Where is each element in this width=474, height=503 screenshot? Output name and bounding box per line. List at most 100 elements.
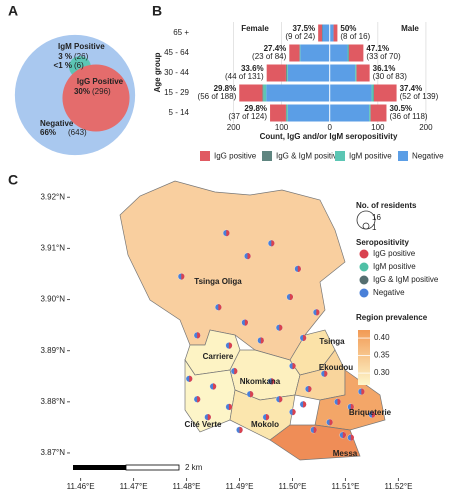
- count-label: (296): [92, 87, 111, 96]
- region-label: Cité Verte: [185, 420, 222, 429]
- category-label: Negative: [40, 119, 74, 128]
- bar-segment: [266, 84, 330, 102]
- y-tick-label: 15 - 29: [164, 88, 189, 97]
- legend-label: Negative: [373, 288, 405, 297]
- y-tick-label: 3.91°N: [40, 244, 65, 253]
- region-label: Ekoudou: [319, 363, 353, 372]
- bar-segment: [356, 64, 370, 82]
- count-label: (9 of 24): [285, 32, 315, 41]
- y-tick-label: 65 +: [173, 28, 189, 37]
- circle: [62, 64, 130, 132]
- legend-swatch: [262, 151, 272, 161]
- point-part: [228, 342, 233, 349]
- y-tick-label: 3.88°N: [40, 397, 65, 406]
- y-tick-label: 3.89°N: [40, 346, 65, 355]
- pct-label: 36.1%: [373, 64, 396, 73]
- pct-label: 50%: [340, 24, 356, 33]
- legend-swatch: [398, 151, 408, 161]
- pct-label: 29.8%: [214, 84, 237, 93]
- count-label: (37 of 124): [228, 112, 267, 121]
- x-tick-label: 11.50°E: [279, 482, 307, 491]
- bar-segment: [373, 84, 397, 102]
- pct-label: 37.5%: [292, 24, 315, 33]
- category-label: IgM Positive: [58, 42, 105, 51]
- bar-segment: [287, 64, 330, 82]
- bar-segment: [347, 44, 349, 62]
- size-label: 1: [372, 223, 377, 232]
- point-part: [292, 408, 296, 416]
- bar-segment: [329, 104, 370, 122]
- count-label: (52 of 139): [400, 92, 439, 101]
- point-part: [244, 319, 249, 326]
- bar-segment: [286, 104, 288, 122]
- bar-segment: [348, 44, 364, 62]
- point-part: [289, 293, 294, 301]
- x-tick-label: 11.46°E: [67, 482, 95, 491]
- x-tick-label: 11.52°E: [384, 482, 412, 491]
- y-tick-label: 5 - 14: [169, 108, 190, 117]
- point-part: [197, 396, 201, 403]
- x-tick-label: 200: [227, 123, 241, 132]
- point-part: [228, 403, 233, 411]
- size-label: 16: [372, 213, 381, 222]
- region-label: Tsinga: [319, 337, 345, 346]
- colorbar-tick-label: 0.30: [374, 368, 390, 377]
- point-part: [324, 370, 328, 377]
- point-part: [329, 419, 333, 426]
- bar-segment: [300, 44, 330, 62]
- count-label: (44 of 131): [225, 72, 264, 81]
- y-tick-label: 3.92°N: [40, 192, 65, 201]
- region-shape: [269, 424, 361, 461]
- legend-title: No. of residents: [356, 201, 417, 210]
- point-part: [266, 413, 270, 421]
- value-label: <1 %: [54, 61, 72, 70]
- bar-segment: [239, 84, 263, 102]
- bar-segment: [371, 84, 374, 102]
- point-part: [181, 273, 185, 280]
- bar-segment: [286, 64, 288, 82]
- scale-label: 2 km: [185, 463, 203, 472]
- region-label: Nkomkana: [240, 377, 281, 386]
- legend-label: IgG & IgM positive: [373, 275, 439, 284]
- region-label: Tsinga Oliga: [194, 277, 242, 286]
- count-label: (33 of 70): [366, 52, 401, 61]
- count-label: (643): [68, 128, 87, 137]
- x-axis-title: Count, IgG and/or IgM seropositivity: [260, 132, 398, 141]
- legend-dot: [359, 275, 369, 285]
- region-label: Briqueterie: [349, 408, 392, 417]
- y-axis-title: Age group: [153, 52, 162, 92]
- value-label: 66%: [40, 128, 56, 137]
- pct-label: 37.4%: [400, 84, 423, 93]
- point-part: [350, 434, 354, 441]
- point-part: [247, 252, 251, 260]
- point-part: [207, 413, 211, 421]
- y-tick-label: 45 - 64: [164, 48, 189, 57]
- legend-dot: [359, 288, 369, 298]
- legend-label: IgM positive: [349, 152, 392, 161]
- x-tick-label: 11.48°E: [173, 482, 201, 491]
- pct-label: 47.1%: [366, 44, 389, 53]
- bar-segment: [287, 104, 330, 122]
- bar-segment: [285, 64, 287, 82]
- legend-dot: [359, 249, 369, 259]
- panel-c: 2 km 11.46°E 11.47°E 11.48°E 11.49°E 11.50°E…: [40, 180, 439, 491]
- point-part: [303, 401, 307, 408]
- point-part: [218, 304, 222, 311]
- count-label: (23 of 84): [252, 52, 287, 61]
- point-part: [213, 383, 217, 390]
- size-key: [362, 222, 370, 230]
- point-part: [189, 375, 193, 382]
- x-tick-label: 100: [275, 123, 289, 132]
- point-part: [239, 426, 243, 434]
- legend-swatch: [335, 151, 345, 161]
- point-part: [350, 403, 354, 411]
- point-part: [342, 431, 347, 439]
- bar-segment: [329, 24, 334, 42]
- x-tick-label: 100: [371, 123, 385, 132]
- point-part: [279, 324, 283, 331]
- y-tick-label: 30 - 44: [164, 68, 189, 77]
- legend-title: Seropositivity: [356, 238, 409, 247]
- pct-label: 33.6%: [241, 64, 264, 73]
- point-part: [234, 367, 238, 375]
